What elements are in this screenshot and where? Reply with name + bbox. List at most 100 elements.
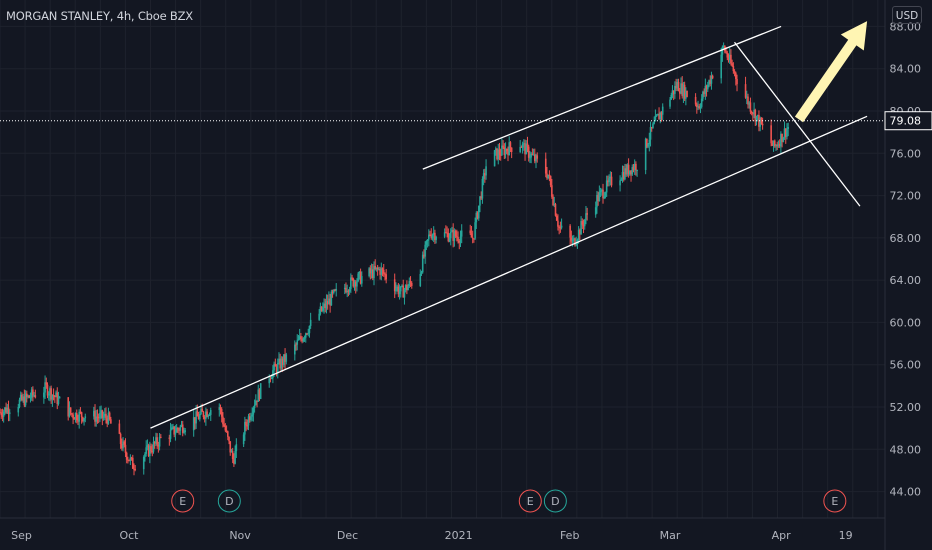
x-tick-label: Sep — [11, 529, 32, 542]
candle-body — [94, 410, 96, 422]
candle-body — [179, 426, 182, 431]
candle-body — [246, 425, 249, 427]
candle-body — [229, 441, 232, 453]
candle-body — [469, 230, 472, 234]
candle-body — [459, 236, 462, 243]
candle-body — [307, 333, 310, 335]
candle-body — [435, 236, 437, 240]
candle-body — [274, 363, 277, 367]
candle-body — [730, 54, 732, 64]
candle-body — [655, 115, 658, 117]
candle-body — [736, 78, 738, 85]
candle-body — [659, 112, 662, 120]
event-marker-earnings[interactable] — [171, 489, 195, 513]
candle-body — [170, 427, 173, 430]
candle-body — [348, 289, 351, 292]
candle-body — [482, 173, 485, 179]
candle-body — [652, 123, 654, 129]
candle-body — [454, 231, 457, 237]
candle-body — [108, 412, 111, 420]
candle-body — [484, 173, 486, 176]
candle-body — [495, 148, 497, 151]
candle-body — [30, 389, 33, 398]
candle-body — [328, 298, 330, 305]
candle-body — [75, 413, 78, 421]
candle-body — [330, 291, 333, 306]
candle-body — [350, 277, 352, 290]
candle-body — [781, 133, 783, 142]
candle-body — [198, 414, 201, 420]
candle-body — [301, 338, 303, 342]
candle-body — [653, 121, 655, 124]
candle-body — [382, 269, 385, 274]
event-marker-earnings[interactable] — [518, 489, 542, 513]
candle-body — [379, 269, 381, 275]
candle-body — [300, 336, 302, 339]
candle-body — [451, 230, 453, 232]
candle-body — [678, 91, 681, 94]
currency-button[interactable]: USD — [892, 6, 922, 24]
candle-body — [749, 102, 752, 112]
candle-body — [295, 344, 297, 346]
candle-body — [696, 104, 698, 108]
candle-body — [4, 407, 6, 412]
candle-body — [428, 234, 430, 240]
last-price-box — [884, 111, 932, 131]
event-marker-earnings[interactable] — [823, 489, 847, 513]
candle-body — [142, 456, 145, 470]
candles — [0, 42, 789, 476]
candle-body — [597, 194, 599, 202]
candle-body — [424, 244, 426, 257]
candle-body — [202, 411, 205, 417]
candle-body — [200, 408, 202, 415]
trendline-lower-channel — [150, 115, 868, 429]
candle-body — [27, 395, 29, 397]
trendline-upper-channel — [422, 25, 782, 170]
candle-body — [206, 411, 208, 417]
candle-body — [669, 99, 671, 107]
candle-body — [205, 411, 207, 419]
candle-body — [685, 90, 687, 99]
candle-body — [128, 459, 130, 461]
candle-body — [173, 426, 176, 435]
candle-body — [146, 445, 149, 448]
candle-body — [498, 149, 501, 155]
candle-body — [255, 400, 257, 405]
candle-body — [709, 80, 712, 84]
candle-body — [699, 106, 702, 109]
event-marker-dividend[interactable] — [543, 489, 567, 513]
candle-body — [54, 395, 56, 398]
candle-body — [551, 185, 553, 197]
candle-body — [403, 290, 406, 298]
candle-body — [658, 114, 660, 120]
event-marker-dividend[interactable] — [217, 489, 241, 513]
candle-body — [596, 194, 598, 208]
candle-body — [660, 112, 663, 115]
candle-body — [629, 170, 631, 175]
candle-body — [396, 286, 398, 289]
candle-body — [711, 75, 714, 79]
candle-body — [270, 377, 273, 379]
candle-body — [775, 145, 777, 147]
candle-body — [647, 144, 649, 147]
candle-body — [283, 354, 285, 366]
candle-body — [725, 51, 727, 53]
candle-body — [26, 393, 28, 397]
candle-body — [733, 71, 736, 73]
candle-body — [334, 289, 336, 291]
axis-ticks: 88.0084.0080.0076.0072.0068.0064.0060.00… — [11, 20, 932, 542]
candle-body — [479, 196, 481, 206]
candle-body — [777, 143, 780, 147]
candle-body — [95, 416, 98, 422]
candle-body — [727, 57, 730, 61]
candle-body — [101, 410, 104, 418]
candle-body — [259, 383, 262, 399]
candle-body — [43, 392, 45, 398]
candle-body — [83, 418, 85, 422]
candle-body — [476, 212, 479, 219]
candle-body — [74, 413, 77, 420]
candle-body — [648, 139, 651, 145]
candle-body — [735, 72, 737, 79]
candle-body — [475, 212, 478, 223]
